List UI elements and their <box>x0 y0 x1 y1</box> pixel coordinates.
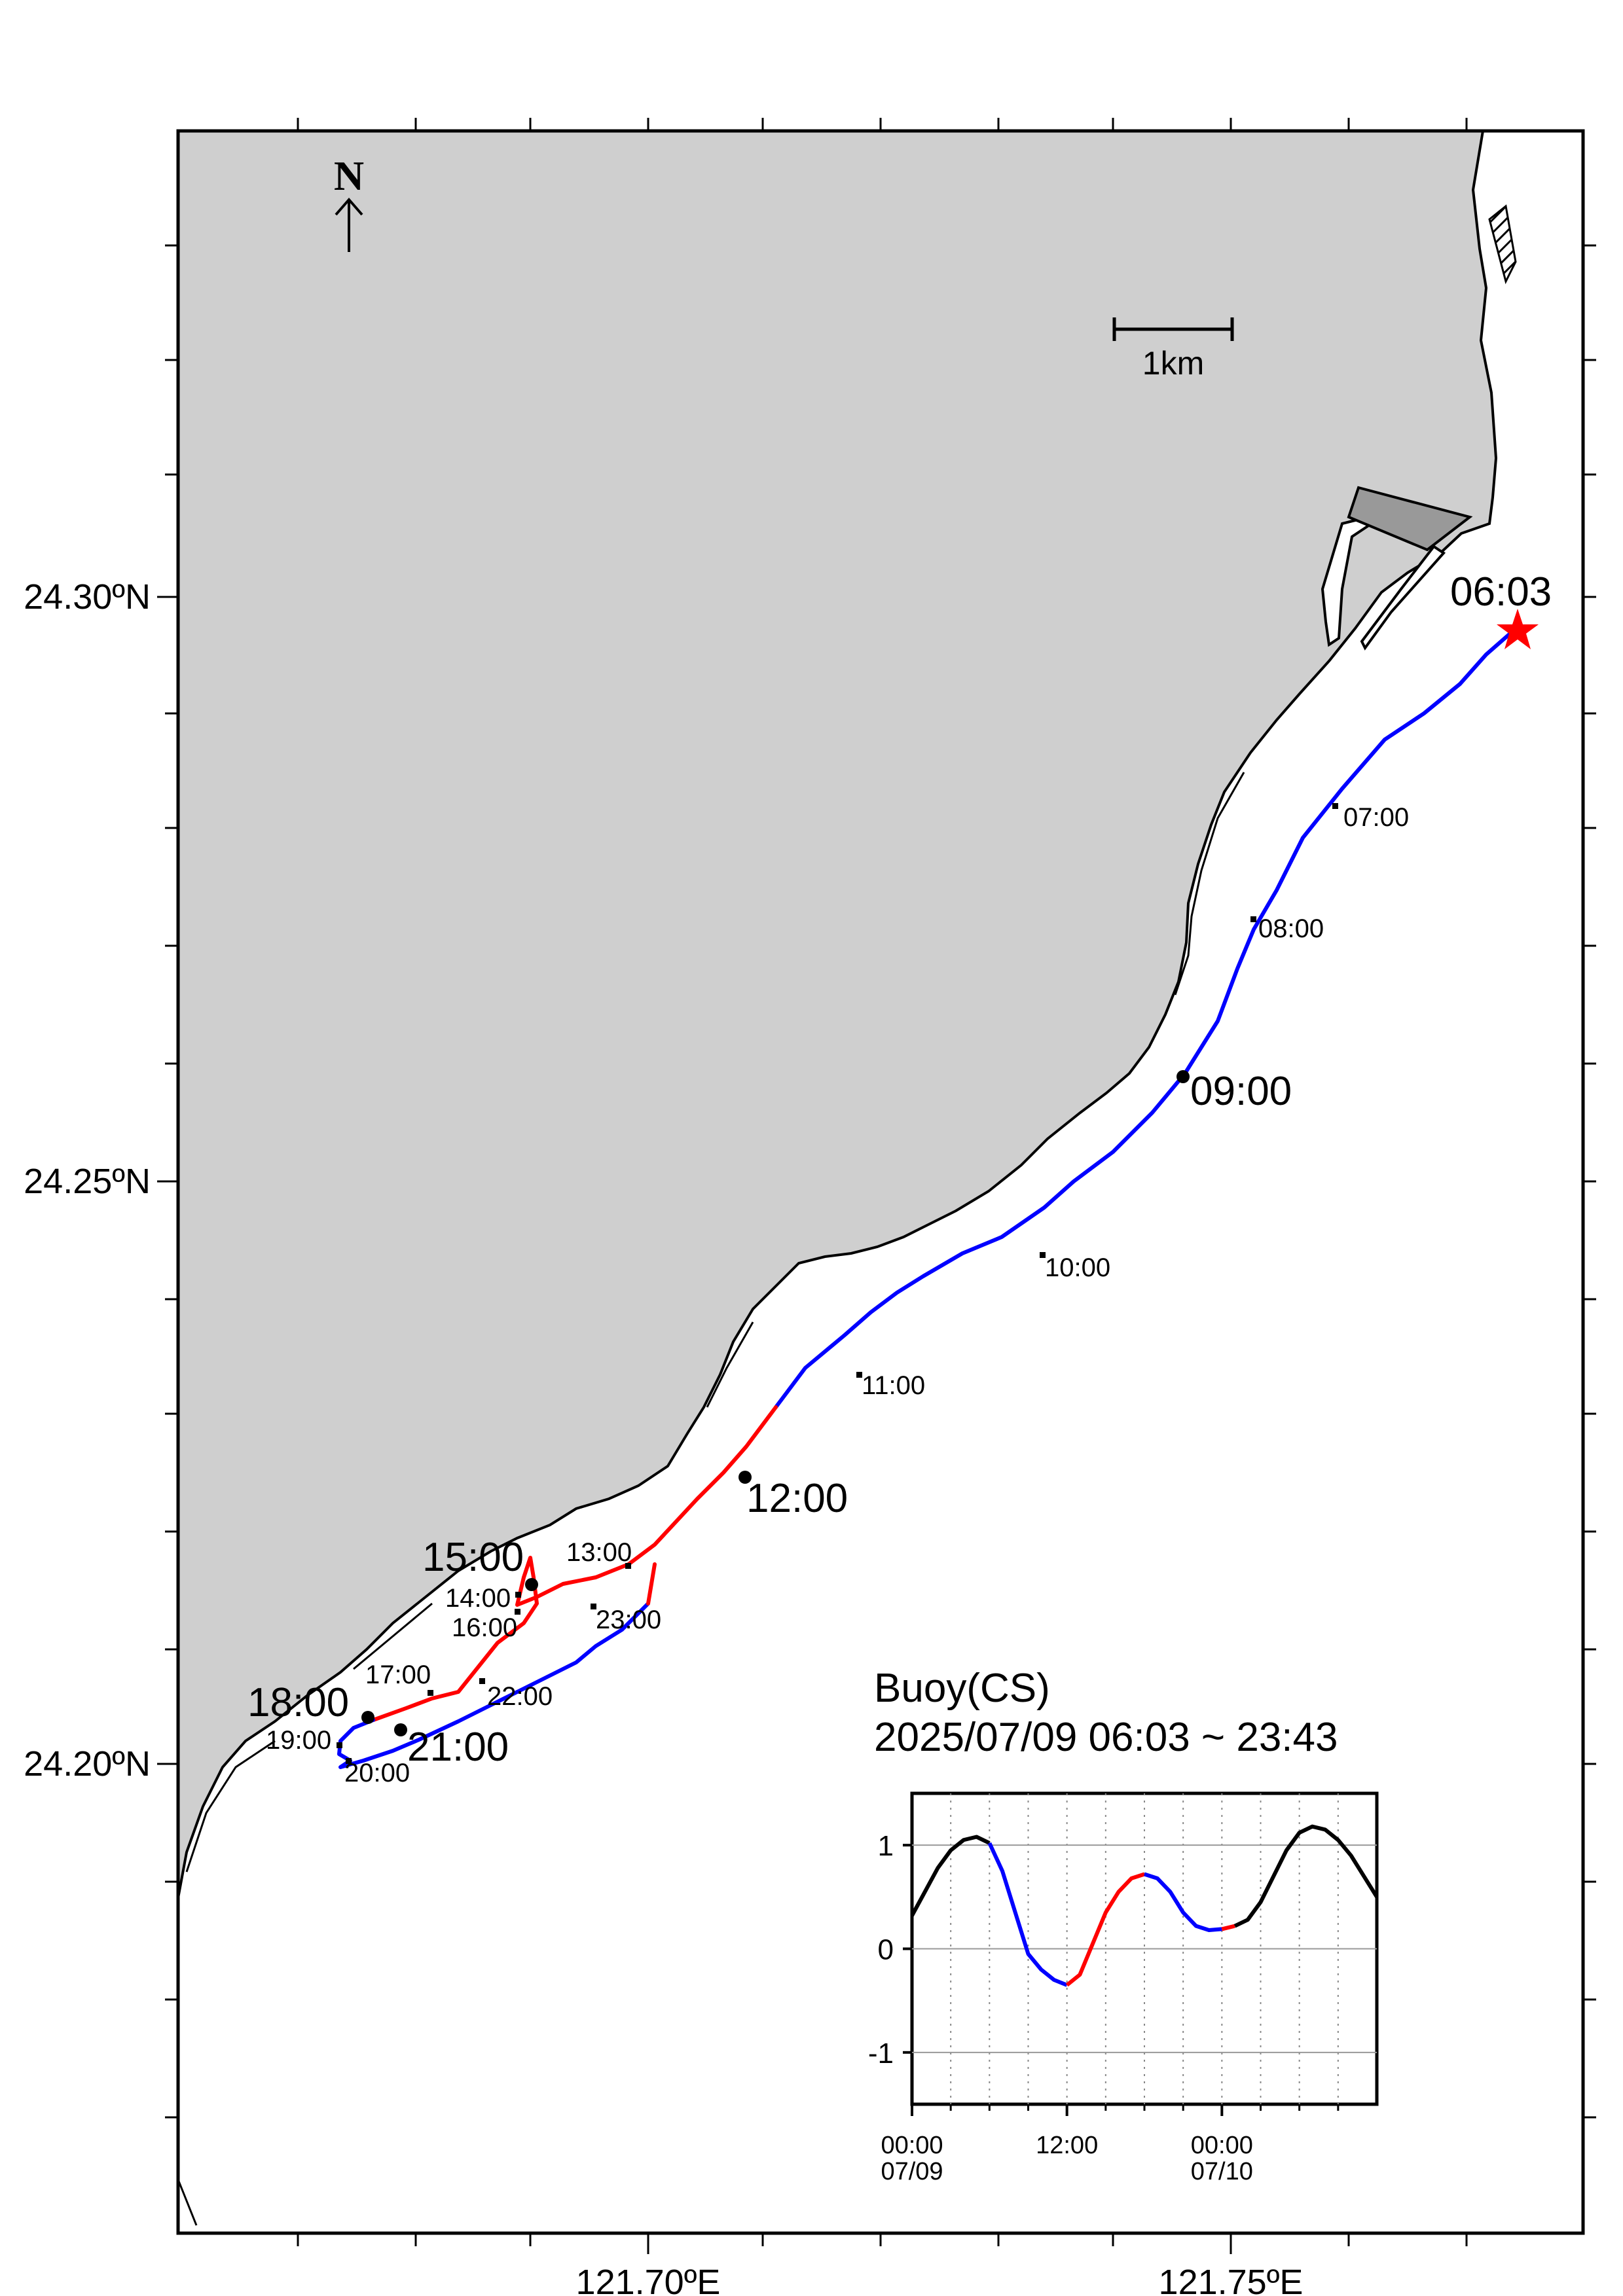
time-label-2100: 21:00 <box>407 1725 509 1770</box>
inset-xtick-time: 00:00 <box>1191 2132 1253 2159</box>
time-label-1600: 16:00 <box>452 1613 517 1642</box>
inset-lines <box>910 1824 1379 1987</box>
inset-series-line <box>1065 1872 1145 1987</box>
time-label-1500: 15:00 <box>422 1535 524 1580</box>
inset-series-line <box>1233 1824 1379 1928</box>
lon-label-12175: 121.75ºE <box>1159 2263 1304 2296</box>
time-label-2200: 22:00 <box>487 1682 553 1711</box>
time-label-1900: 19:00 <box>266 1726 331 1755</box>
inset-series-line <box>1221 1924 1235 1931</box>
north-arrow-label: N <box>334 152 364 199</box>
track-flood-1 <box>371 1405 778 1722</box>
time-label-1700: 17:00 <box>365 1660 431 1689</box>
drift-track <box>337 625 1520 1769</box>
time-label-1100: 11:00 <box>862 1371 925 1400</box>
inset-chart: Buoy(CS) 2025/07/09 06:03 ~ 23:43 1 0 -1 0… <box>868 1666 1379 2185</box>
inset-xtick-time: 00:00 <box>881 2132 943 2159</box>
time-label-0900: 09:00 <box>1190 1069 1292 1114</box>
time-label-2300: 23:00 <box>596 1605 661 1634</box>
lon-label-12170: 121.70ºE <box>576 2263 721 2296</box>
harbor-basin <box>1347 486 1473 552</box>
lat-label-2430: 24.30ºN <box>24 577 151 617</box>
start-time-label: 06:03 <box>1450 569 1552 615</box>
scale-bar-label: 1km <box>1142 345 1204 382</box>
small-time-dots <box>337 803 1338 1764</box>
harbor-pier <box>1360 545 1446 651</box>
time-label-1000: 10:00 <box>1045 1253 1110 1282</box>
track-flood-2 <box>646 1562 657 1605</box>
track-ebb-1 <box>774 625 1520 1409</box>
inset-y-ticks: 1 0 -1 <box>868 1830 912 2070</box>
inset-ytick-label: 0 <box>878 1934 894 1966</box>
time-label-1800: 18:00 <box>247 1680 349 1725</box>
lat-label-2420: 24.20ºN <box>24 1744 151 1784</box>
scale-bar <box>1112 317 1234 341</box>
inset-series-line <box>987 1842 1068 1987</box>
hatched-zone <box>1488 204 1517 285</box>
time-label-2000: 20:00 <box>344 1759 410 1787</box>
big-time-dots <box>361 1070 1190 1736</box>
inset-series-line <box>1144 1872 1222 1932</box>
inset-grid <box>912 1793 1377 2104</box>
inset-xtick-date: 07/10 <box>1191 2158 1253 2185</box>
inset-xtick-date: 07/09 <box>881 2158 943 2185</box>
land-area <box>178 131 1498 1899</box>
time-label-1400: 14:00 <box>445 1584 511 1613</box>
lat-label-2425: 24.25ºN <box>24 1162 151 1201</box>
inset-subtitle: 2025/07/09 06:03 ~ 23:43 <box>874 1715 1338 1760</box>
start-star-icon <box>1497 609 1539 649</box>
frame-ticks <box>157 118 1596 2254</box>
time-label-0700: 07:00 <box>1343 803 1409 832</box>
time-label-1200: 12:00 <box>746 1476 848 1521</box>
inset-ytick-label: 1 <box>878 1830 894 1862</box>
time-label-0800: 08:00 <box>1258 914 1324 943</box>
time-label-1300: 13:00 <box>566 1538 632 1567</box>
inset-title: Buoy(CS) <box>874 1666 1050 1711</box>
track-ebb-2 <box>337 1602 650 1769</box>
inset-series-line <box>910 1835 991 1917</box>
inset-xtick-time: 12:00 <box>1036 2132 1098 2159</box>
coastline-inner <box>178 772 1245 2226</box>
inset-ytick-label: -1 <box>868 2037 894 2070</box>
north-arrow: N <box>334 152 364 252</box>
